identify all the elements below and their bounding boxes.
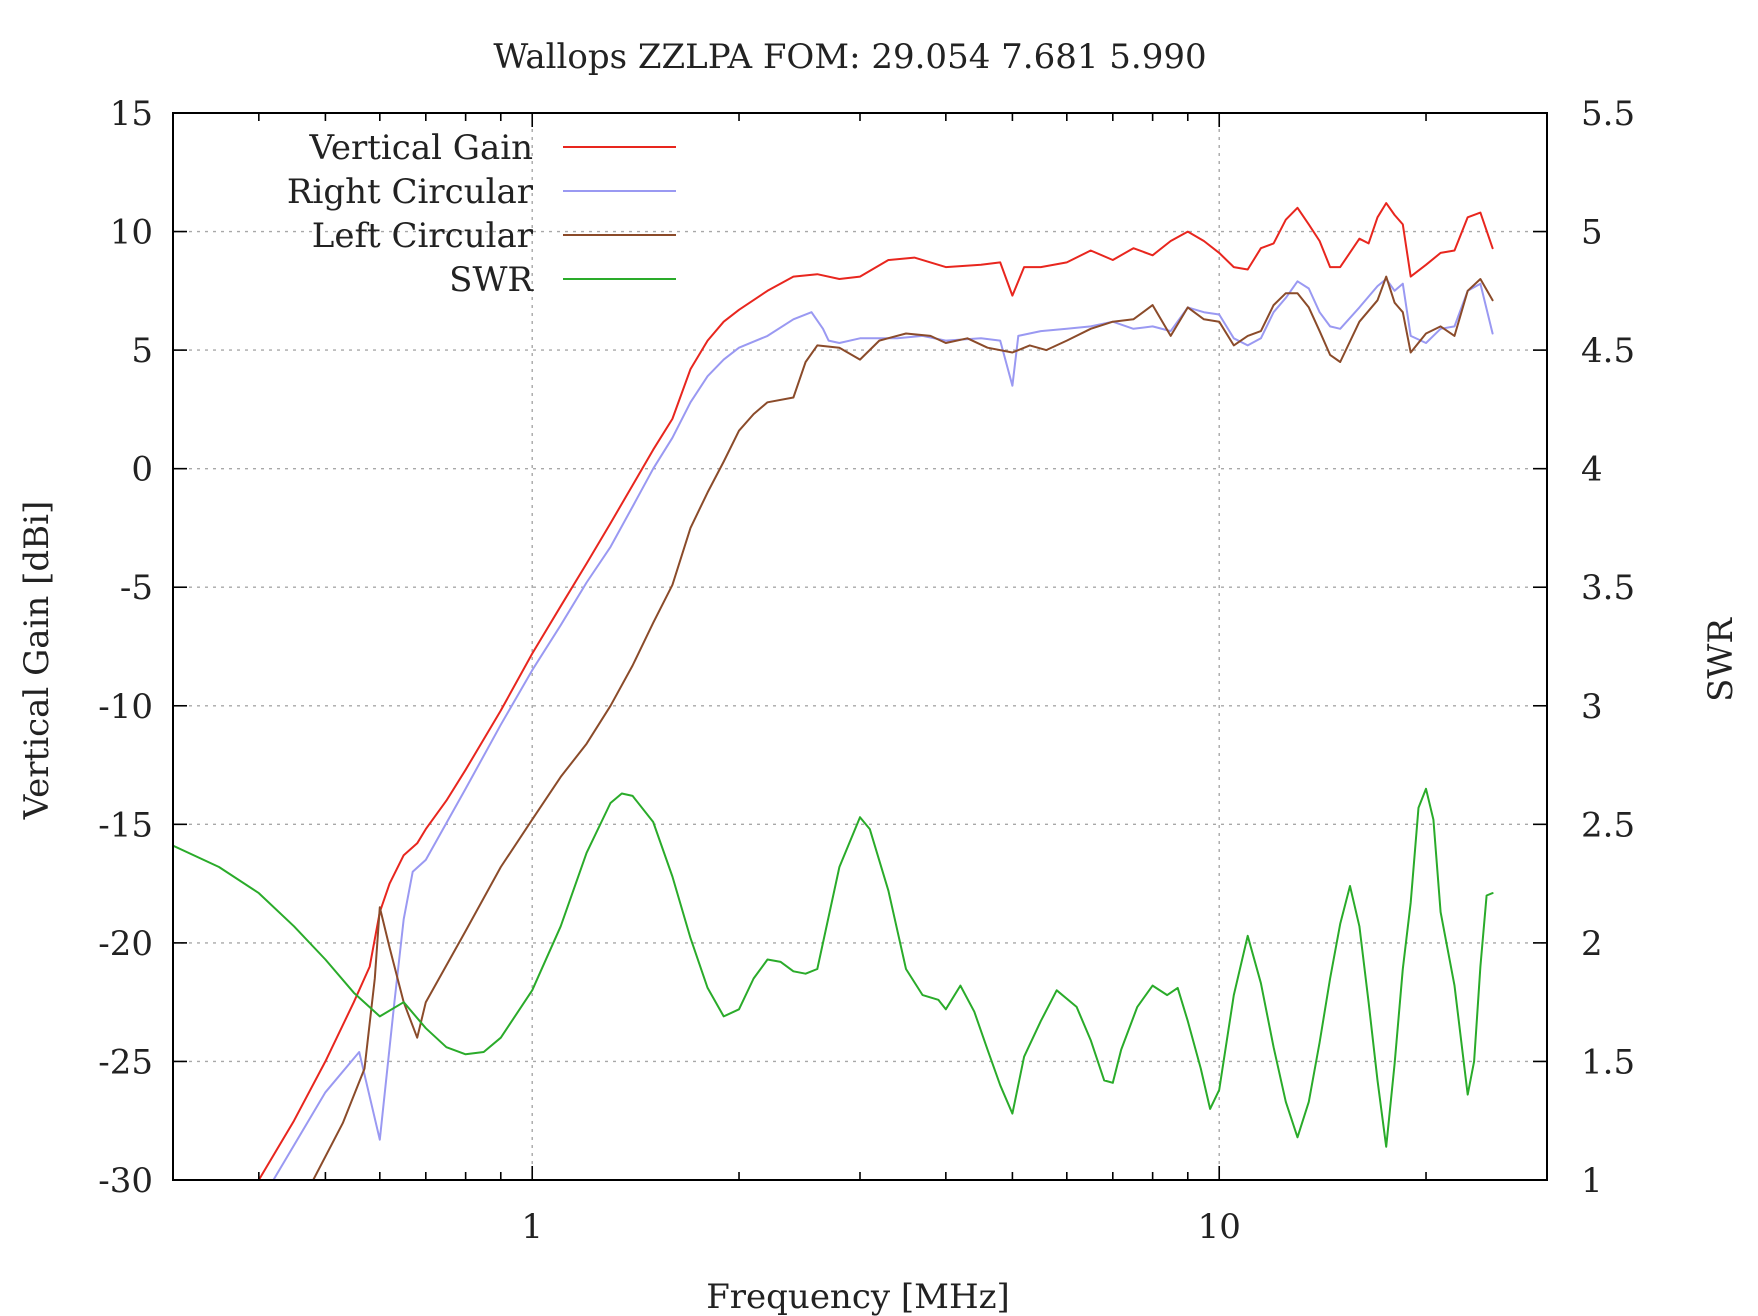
y2-tick-label: 1 (1581, 1161, 1603, 1201)
y-tick-label: -20 (98, 924, 153, 964)
y2-tick-label: 2.5 (1581, 805, 1635, 845)
y2-tick-label: 5.5 (1581, 94, 1635, 134)
y-tick-label: 5 (131, 331, 153, 371)
y-tick-label: -25 (98, 1042, 153, 1082)
y-tick-label: -5 (120, 568, 153, 608)
y2-tick-label: 3 (1581, 687, 1603, 727)
series-line-swr (173, 787, 1494, 1148)
legend-label-vertical-gain: Vertical Gain (308, 128, 533, 168)
y-tick-label: -10 (98, 687, 153, 727)
y-tick-label: -30 (98, 1161, 153, 1201)
y2-tick-label: 4 (1581, 450, 1603, 490)
y-tick-label: 15 (110, 94, 153, 134)
series-line-left-circular (312, 275, 1494, 1180)
y2-tick-label: 5 (1581, 213, 1603, 253)
y-axis-label: Vertical Gain [dBi] (17, 501, 57, 821)
series-line-vertical-gain (257, 202, 1494, 1180)
tick-layer: 15 10 5 0 -5 -10 -15 -20 -25 -30 5.5 5 4.5 4 3.5 3 2.5 2 1… (98, 94, 1635, 1247)
x-axis-label: Frequency [MHz] (706, 1277, 1010, 1316)
y-tick-label: 0 (131, 450, 153, 490)
x-tick-label: 10 (1198, 1207, 1241, 1247)
x-tick-label: 1 (521, 1207, 543, 1247)
grid-layer (173, 113, 1547, 1180)
y2-tick-label: 1.5 (1581, 1042, 1635, 1082)
series-line-right-circular (272, 278, 1494, 1180)
plot-frame (172, 112, 1548, 1181)
series-layer (173, 202, 1494, 1180)
y-tick-label: -15 (98, 805, 153, 845)
y2-axis-label: SWR (1701, 617, 1741, 702)
legend-label-right-circular: Right Circular (287, 172, 534, 212)
legend-label-left-circular: Left Circular (312, 216, 534, 256)
chart-title: Wallops ZZLPA FOM: 29.054 7.681 5.990 (493, 37, 1206, 77)
y2-tick-label: 4.5 (1581, 331, 1635, 371)
y2-tick-label: 3.5 (1581, 568, 1635, 608)
legend-label-swr: SWR (449, 260, 534, 300)
y-tick-label: 10 (110, 213, 153, 253)
y2-tick-label: 2 (1581, 924, 1603, 964)
